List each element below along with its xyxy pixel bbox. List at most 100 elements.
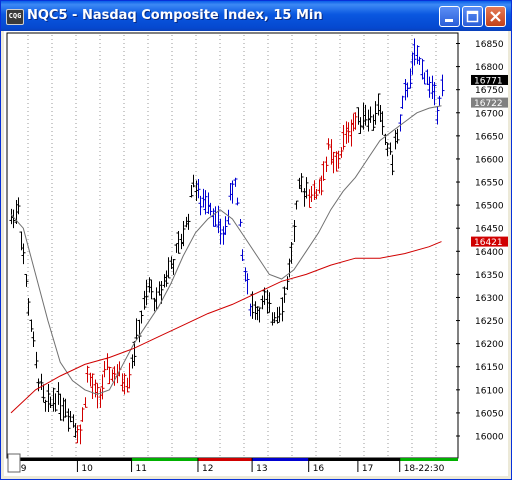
window-title: NQC5 - Nasdaq Composite Index, 15 Min	[27, 8, 323, 23]
vertical-gridlines	[27, 35, 437, 456]
price-marker-label: 16771	[474, 76, 503, 86]
price-bar	[130, 354, 135, 369]
price-bar	[63, 398, 68, 418]
minimize-button[interactable]	[439, 6, 460, 27]
price-bar	[390, 154, 395, 176]
price-bar	[85, 365, 90, 383]
price-bar	[223, 216, 228, 235]
maximize-button[interactable]	[462, 6, 483, 27]
session-label: 17	[362, 464, 373, 474]
price-bar	[326, 138, 331, 150]
price-bar	[267, 292, 272, 313]
app-icon[interactable]: CQG	[6, 9, 24, 25]
chart-area[interactable]: 16000 16050 16100 16150 16200 16250 16300 16350…	[4, 31, 508, 476]
price-bar	[169, 256, 174, 270]
price-bar	[83, 397, 88, 408]
title-bar[interactable]: CQG NQC5 - Nasdaq Composite Index, 15 Mi…	[1, 1, 511, 31]
price-bar	[329, 139, 334, 165]
close-button[interactable]	[485, 6, 506, 27]
maximize-icon	[466, 10, 479, 23]
price-bar	[56, 382, 61, 405]
price-bar	[388, 142, 393, 155]
price-bar	[307, 189, 312, 209]
price-bar	[164, 270, 169, 287]
price-bar	[162, 274, 167, 288]
price-bar	[376, 93, 381, 116]
price-bar	[166, 257, 171, 279]
fast-moving-average-line	[10, 105, 442, 395]
price-bar	[265, 289, 270, 314]
price-bar	[393, 130, 398, 150]
price-bar	[380, 111, 385, 135]
price-tick-label: 16050	[475, 409, 504, 419]
minimize-icon	[445, 19, 453, 22]
price-tick-label: 16450	[475, 225, 504, 235]
time-axis: 09 10 11 12 13 16 17 18-22:30	[10, 458, 458, 474]
price-marker-label: 16421	[474, 238, 503, 248]
session-strip	[252, 458, 309, 461]
price-bar	[292, 219, 297, 243]
session-label: 12	[202, 464, 213, 474]
price-bar	[196, 179, 201, 199]
price-tick-label: 16150	[475, 363, 504, 373]
price-bar	[400, 95, 405, 109]
price-bar	[75, 425, 80, 444]
price-chart[interactable]: 16000 16050 16100 16150 16200 16250 16300 16350…	[4, 31, 508, 476]
price-tick-label: 16550	[475, 179, 504, 189]
price-bar	[344, 121, 349, 144]
price-bar	[233, 177, 238, 187]
price-bar	[240, 249, 245, 261]
price-bar	[230, 180, 235, 204]
price-bar	[317, 179, 322, 194]
price-bar	[43, 399, 48, 412]
price-bar	[88, 372, 93, 387]
price-bar	[107, 366, 112, 385]
price-bar	[420, 58, 425, 80]
app-icon-text: CQG	[8, 12, 22, 20]
price-bar	[238, 218, 243, 227]
price-bar	[142, 290, 147, 310]
price-tick-label: 16800	[475, 63, 504, 73]
price-bar	[228, 182, 233, 201]
price-bar	[250, 291, 255, 319]
price-bar	[309, 186, 314, 202]
price-bar	[410, 52, 415, 75]
price-tick-label: 16300	[475, 294, 504, 304]
price-bar	[176, 231, 181, 254]
price-tick-label: 16200	[475, 340, 504, 350]
price-bar	[41, 384, 46, 402]
close-icon	[490, 11, 501, 22]
price-bar	[51, 387, 56, 412]
price-bar	[334, 151, 339, 172]
price-tick-label: 16500	[475, 202, 504, 212]
price-bar	[24, 273, 29, 287]
price-bar	[100, 374, 105, 400]
price-tick-label: 16400	[475, 248, 504, 258]
price-bar	[179, 233, 184, 250]
price-bar	[186, 213, 191, 230]
price-bar	[122, 373, 127, 395]
price-marker-box	[471, 74, 508, 85]
price-marker-box	[471, 97, 508, 108]
price-bar	[299, 173, 304, 193]
price-bar	[353, 112, 358, 130]
price-bar	[285, 276, 290, 291]
price-bar	[432, 81, 437, 106]
price-bar	[53, 393, 58, 412]
price-bar	[277, 306, 282, 322]
price-bar	[243, 267, 248, 282]
price-bar	[356, 107, 361, 125]
price-bar	[425, 69, 430, 86]
price-bar	[358, 117, 363, 134]
price-bar	[366, 109, 371, 132]
price-bar	[29, 319, 34, 332]
price-bar	[174, 243, 179, 253]
price-bar	[208, 202, 213, 216]
price-bar	[154, 287, 159, 310]
price-bar	[341, 124, 346, 150]
price-bar	[144, 279, 149, 306]
price-bar	[73, 423, 78, 438]
scroll-box[interactable]	[7, 453, 21, 473]
price-bar	[16, 197, 21, 215]
